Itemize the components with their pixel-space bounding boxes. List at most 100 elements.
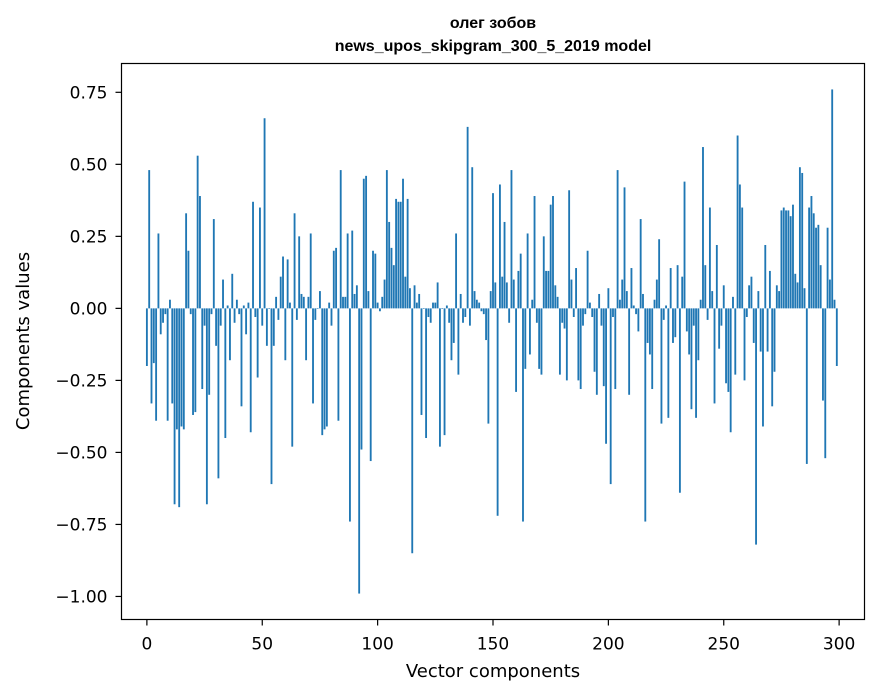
bar: [169, 299, 171, 309]
bar: [531, 299, 534, 309]
bar: [199, 196, 201, 309]
bar: [409, 288, 411, 309]
bar: [789, 216, 792, 309]
bar: [413, 285, 416, 309]
x-tick-label: 300: [823, 635, 855, 655]
bar: [314, 308, 317, 320]
bar: [505, 282, 508, 309]
bar: [637, 308, 640, 332]
x-tick-label: 200: [592, 635, 624, 655]
bar: [358, 308, 361, 594]
bar: [757, 291, 760, 309]
bar: [369, 308, 372, 462]
bar: [459, 293, 462, 309]
bar: [787, 210, 790, 309]
bar: [704, 265, 707, 309]
bar: [469, 308, 471, 326]
bar: [692, 308, 695, 326]
bar: [815, 227, 817, 309]
bar: [755, 308, 757, 545]
bar: [655, 279, 658, 309]
bar: [205, 308, 208, 505]
bar: [831, 89, 834, 309]
bar: [482, 308, 485, 315]
bar: [685, 308, 688, 332]
bar: [166, 308, 169, 421]
bar: [771, 308, 774, 407]
bar: [330, 308, 333, 326]
bar: [676, 265, 679, 309]
bar: [332, 250, 335, 309]
bar: [473, 291, 476, 309]
bar: [157, 233, 160, 309]
y-tick-label: 0.25: [70, 227, 108, 247]
bar: [367, 291, 370, 309]
bar: [321, 308, 324, 436]
bar: [185, 213, 188, 309]
bar: [499, 184, 501, 309]
bar: [556, 296, 559, 309]
bar: [732, 296, 734, 309]
bar: [196, 155, 199, 309]
bar: [681, 276, 684, 309]
bar: [542, 236, 545, 309]
bar: [203, 308, 206, 326]
bar: [792, 204, 794, 309]
x-tick-label: 250: [708, 635, 740, 655]
bar: [390, 247, 393, 309]
bar: [432, 302, 434, 309]
x-tick-label: 0: [141, 635, 152, 655]
bar: [231, 273, 234, 309]
bar: [452, 308, 455, 343]
bar: [325, 308, 328, 427]
bar: [355, 285, 358, 309]
bar: [718, 308, 721, 349]
bar: [434, 302, 437, 309]
bar: [773, 308, 776, 372]
bar: [175, 308, 178, 430]
bar: [584, 308, 587, 315]
bar: [785, 210, 787, 309]
bar: [302, 296, 305, 309]
bar: [750, 276, 753, 309]
bar: [568, 190, 571, 309]
bar: [524, 308, 527, 369]
bar: [489, 291, 492, 309]
bar: [480, 308, 483, 312]
y-tick-label: −0.50: [55, 443, 107, 463]
bar: [748, 285, 751, 309]
bar: [678, 308, 681, 493]
bar: [383, 279, 386, 309]
bar: [618, 299, 621, 309]
bar: [346, 233, 349, 309]
bar: [614, 308, 617, 390]
bar: [272, 308, 275, 346]
bar: [339, 170, 342, 309]
bar: [665, 305, 667, 309]
bar: [379, 308, 381, 312]
bar: [642, 293, 644, 309]
bar: [344, 296, 347, 309]
bar: [522, 308, 524, 522]
bar: [720, 308, 723, 326]
bar: [561, 308, 564, 323]
bar: [563, 308, 566, 329]
bar: [254, 308, 257, 318]
bar: [256, 308, 259, 378]
bar: [298, 236, 301, 309]
bar: [155, 308, 158, 421]
bar: [492, 193, 494, 309]
bar: [715, 244, 718, 309]
bar: [277, 308, 280, 320]
bar: [187, 250, 190, 309]
bar: [148, 170, 151, 309]
bar: [674, 308, 677, 338]
bar: [727, 308, 730, 392]
x-tick-label: 50: [251, 635, 273, 655]
bar: [233, 308, 236, 323]
bar: [529, 308, 531, 355]
bar: [235, 299, 238, 309]
bar: [261, 308, 264, 326]
bar: [605, 308, 607, 444]
